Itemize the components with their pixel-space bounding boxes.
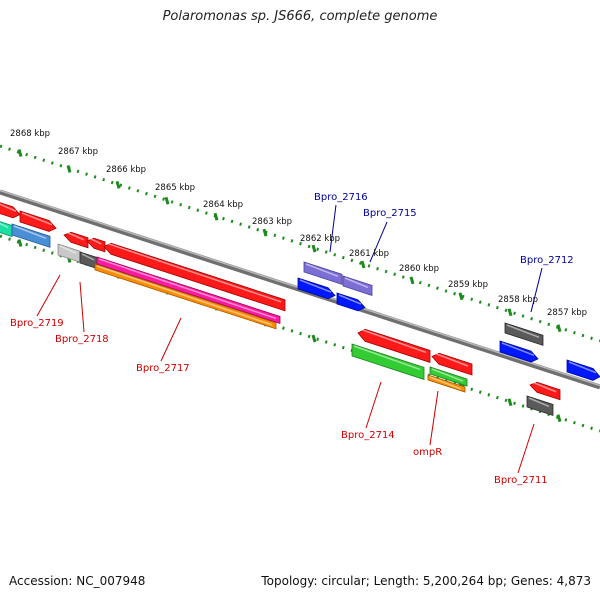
gene-bpro-2711[interactable] (526, 395, 554, 417)
gene-label[interactable]: Bpro_2711 (494, 475, 548, 486)
map-title: Polaromonas sp. JS666, complete genome (162, 9, 438, 24)
gene-layer (0, 201, 600, 417)
gene-reverse[interactable] (63, 231, 89, 249)
callout-line (160, 317, 182, 362)
gene-bpro-2717[interactable] (103, 242, 286, 312)
ruler-outer-major-tick (213, 212, 219, 221)
ruler-outer-major-tick (556, 324, 562, 333)
accession-text: Accession: NC_007948 (9, 574, 146, 588)
gene-bpro-2714[interactable] (357, 328, 431, 363)
callout-line (36, 274, 61, 317)
ruler-tick-label: 2867 kbp (58, 147, 98, 157)
callout-line (530, 267, 543, 313)
ruler-outer-major-tick (360, 260, 366, 269)
callout-line (429, 390, 439, 446)
ruler-tick-label: 2866 kbp (106, 165, 146, 175)
gene-bpro-2716-cds[interactable] (297, 277, 336, 300)
ruler-outer-major-tick (164, 196, 170, 205)
ruler-outer-major-tick (66, 165, 72, 173)
ruler-outer-major-tick (311, 244, 317, 253)
gene-label[interactable]: Bpro_2716 (314, 192, 368, 203)
callout-layer: Bpro_2716 Bpro_2715 Bpro_2712 Bpro_2719 Bpro… (10, 192, 574, 486)
ruler-tick-label: 2860 kbp (399, 264, 439, 274)
callout-line (329, 204, 337, 253)
ruler-outer-major-tick (17, 149, 23, 157)
gene-bpro-2714-cds[interactable] (351, 343, 425, 380)
ruler-tick-label: 2858 kbp (498, 295, 538, 305)
gene-label[interactable]: ompR (413, 447, 442, 458)
ruler-outer-major-tick (115, 180, 121, 189)
gene-ompr-cds[interactable] (429, 366, 468, 387)
ruler-inner-major-tick (556, 414, 562, 423)
ruler-tick-label: 2859 kbp (448, 280, 488, 290)
callout-line (365, 381, 382, 429)
gene-label[interactable]: Bpro_2719 (10, 318, 64, 329)
ruler-outer-major-tick (458, 292, 464, 301)
gene-reverse[interactable] (0, 220, 13, 238)
gene-bpro-2715-cds[interactable] (336, 292, 366, 312)
ruler-tick-label: 2862 kbp (300, 234, 340, 244)
ruler-tick-label: 2868 kbp (10, 129, 50, 139)
gene-label[interactable]: Bpro_2718 (55, 334, 109, 345)
ruler-inner-major-tick (17, 239, 23, 247)
genome-summary-text: Topology: circular; Length: 5,200,264 bp… (261, 574, 591, 588)
gene-bpro-2717-orf[interactable] (94, 263, 277, 330)
ruler-inner-major-tick (507, 398, 513, 407)
tick-label-layer: 2868 kbp 2867 kbp 2866 kbp 2865 kbp 2864 kbp… (10, 129, 587, 318)
gene-reverse[interactable] (529, 381, 561, 401)
gene-bpro-2717-cds[interactable] (96, 256, 281, 325)
gene-ompr-orf[interactable] (427, 374, 466, 393)
ruler-outer-line (0, 144, 600, 343)
callout-line (369, 221, 388, 263)
ruler-tick-label: 2864 kbp (203, 200, 243, 210)
gene-label[interactable]: Bpro_2717 (136, 363, 190, 374)
ruler-tick-label: 2865 kbp (155, 183, 195, 193)
gene-bpro-2715[interactable] (342, 275, 373, 296)
gene-forward[interactable] (19, 210, 57, 232)
gene-label[interactable]: Bpro_2714 (341, 430, 395, 441)
gene-reverse[interactable] (11, 223, 51, 248)
ruler-outer-major-tick (507, 308, 513, 317)
gene-ompr[interactable] (431, 352, 473, 376)
gene-forward[interactable] (566, 359, 600, 381)
ruler-inner-major-tick (311, 334, 317, 343)
gene-label[interactable]: Bpro_2715 (363, 208, 417, 219)
ruler-tick-label: 2861 kbp (349, 249, 389, 259)
ruler-outer-major-tick (409, 276, 415, 285)
ruler-tick-label: 2863 kbp (252, 217, 292, 227)
gene-forward[interactable] (0, 201, 21, 219)
gene-label[interactable]: Bpro_2712 (520, 255, 574, 266)
callout-line (517, 423, 535, 474)
gene-bpro-2712[interactable] (504, 322, 544, 346)
gene-reverse[interactable] (86, 237, 106, 253)
gene-bpro-2716[interactable] (303, 261, 343, 285)
ruler-outer-major-tick (262, 228, 268, 237)
gene-bpro-2712-cds[interactable] (499, 340, 539, 363)
callout-line (79, 281, 85, 333)
ruler-tick-label: 2857 kbp (547, 308, 587, 318)
ruler-inner-line (0, 234, 600, 433)
